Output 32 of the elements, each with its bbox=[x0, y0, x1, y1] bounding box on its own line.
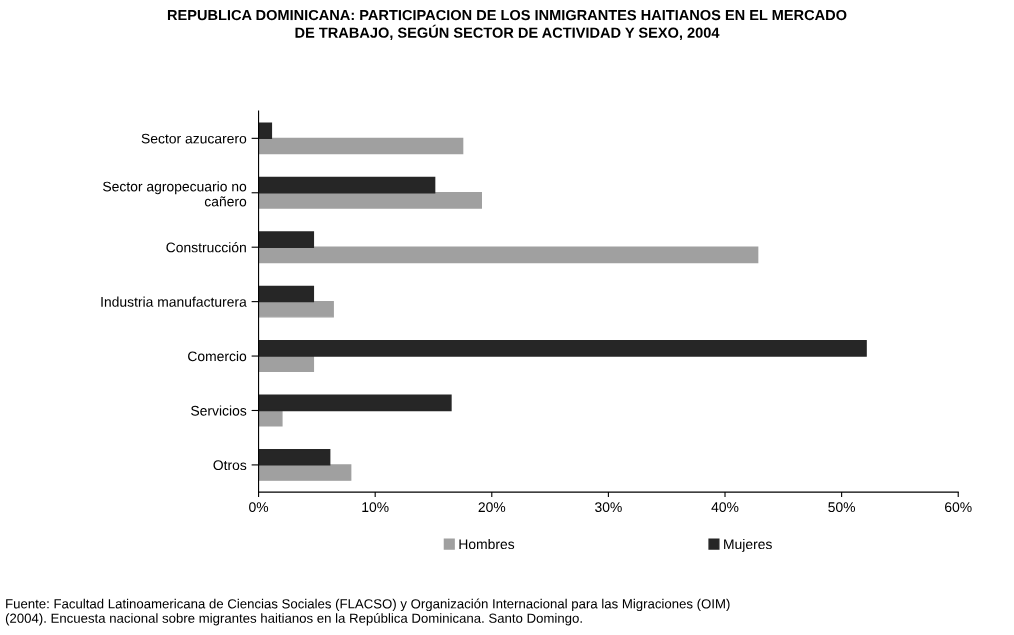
bar bbox=[258, 355, 315, 372]
y-tick-label: Sector agropecuario no cañero bbox=[103, 181, 247, 207]
x-tick-label: 40% bbox=[711, 502, 739, 513]
x-tick-label: 60% bbox=[945, 502, 972, 513]
bar bbox=[258, 246, 759, 264]
legend-label: Mujeres bbox=[724, 538, 772, 552]
bar bbox=[258, 340, 867, 357]
bar bbox=[258, 176, 436, 194]
y-tick-label: Industria manufacturera bbox=[101, 296, 247, 307]
x-tick-label: 50% bbox=[828, 502, 856, 513]
bar bbox=[258, 464, 352, 481]
bar bbox=[258, 448, 331, 466]
bar bbox=[258, 122, 273, 140]
x-tick-label: 0% bbox=[249, 502, 269, 513]
bar bbox=[258, 137, 464, 155]
x-tick-label: 30% bbox=[595, 502, 622, 513]
source-note: Fuente: Facultad Latinoamericana de Ciencias Sociales (FLACSO) y Organización Internacional para las Migraciones (OIM) (2004). Encuesta nacional sobre migrantes haitianos en la República Dominicana. Santo Domingo. bbox=[5, 598, 730, 626]
y-tick-label: Sector azucarero bbox=[141, 133, 247, 144]
y-tick-label: Construcción bbox=[166, 242, 246, 253]
y-tick-label: Servicios bbox=[191, 405, 247, 416]
bar bbox=[258, 394, 452, 412]
bar bbox=[258, 409, 283, 427]
x-tick-label: 10% bbox=[362, 502, 389, 513]
legend-label: Hombres bbox=[459, 538, 515, 550]
x-tick-label: 20% bbox=[478, 502, 506, 513]
y-tick-label: Comercio bbox=[188, 351, 247, 362]
bar bbox=[258, 285, 315, 303]
bar bbox=[258, 231, 315, 248]
bar bbox=[258, 192, 482, 209]
chart-title: REPUBLICA DOMINICANA: PARTICIPACION DE LOS INMIGRANTES HAITIANOS EN EL MERCADO DE TRABAJO, SEGÚN SECTOR DE ACTIVIDAD Y SEXO, 2004 bbox=[167, 9, 847, 40]
y-tick-label: Otros bbox=[213, 460, 247, 471]
bar bbox=[258, 300, 334, 318]
